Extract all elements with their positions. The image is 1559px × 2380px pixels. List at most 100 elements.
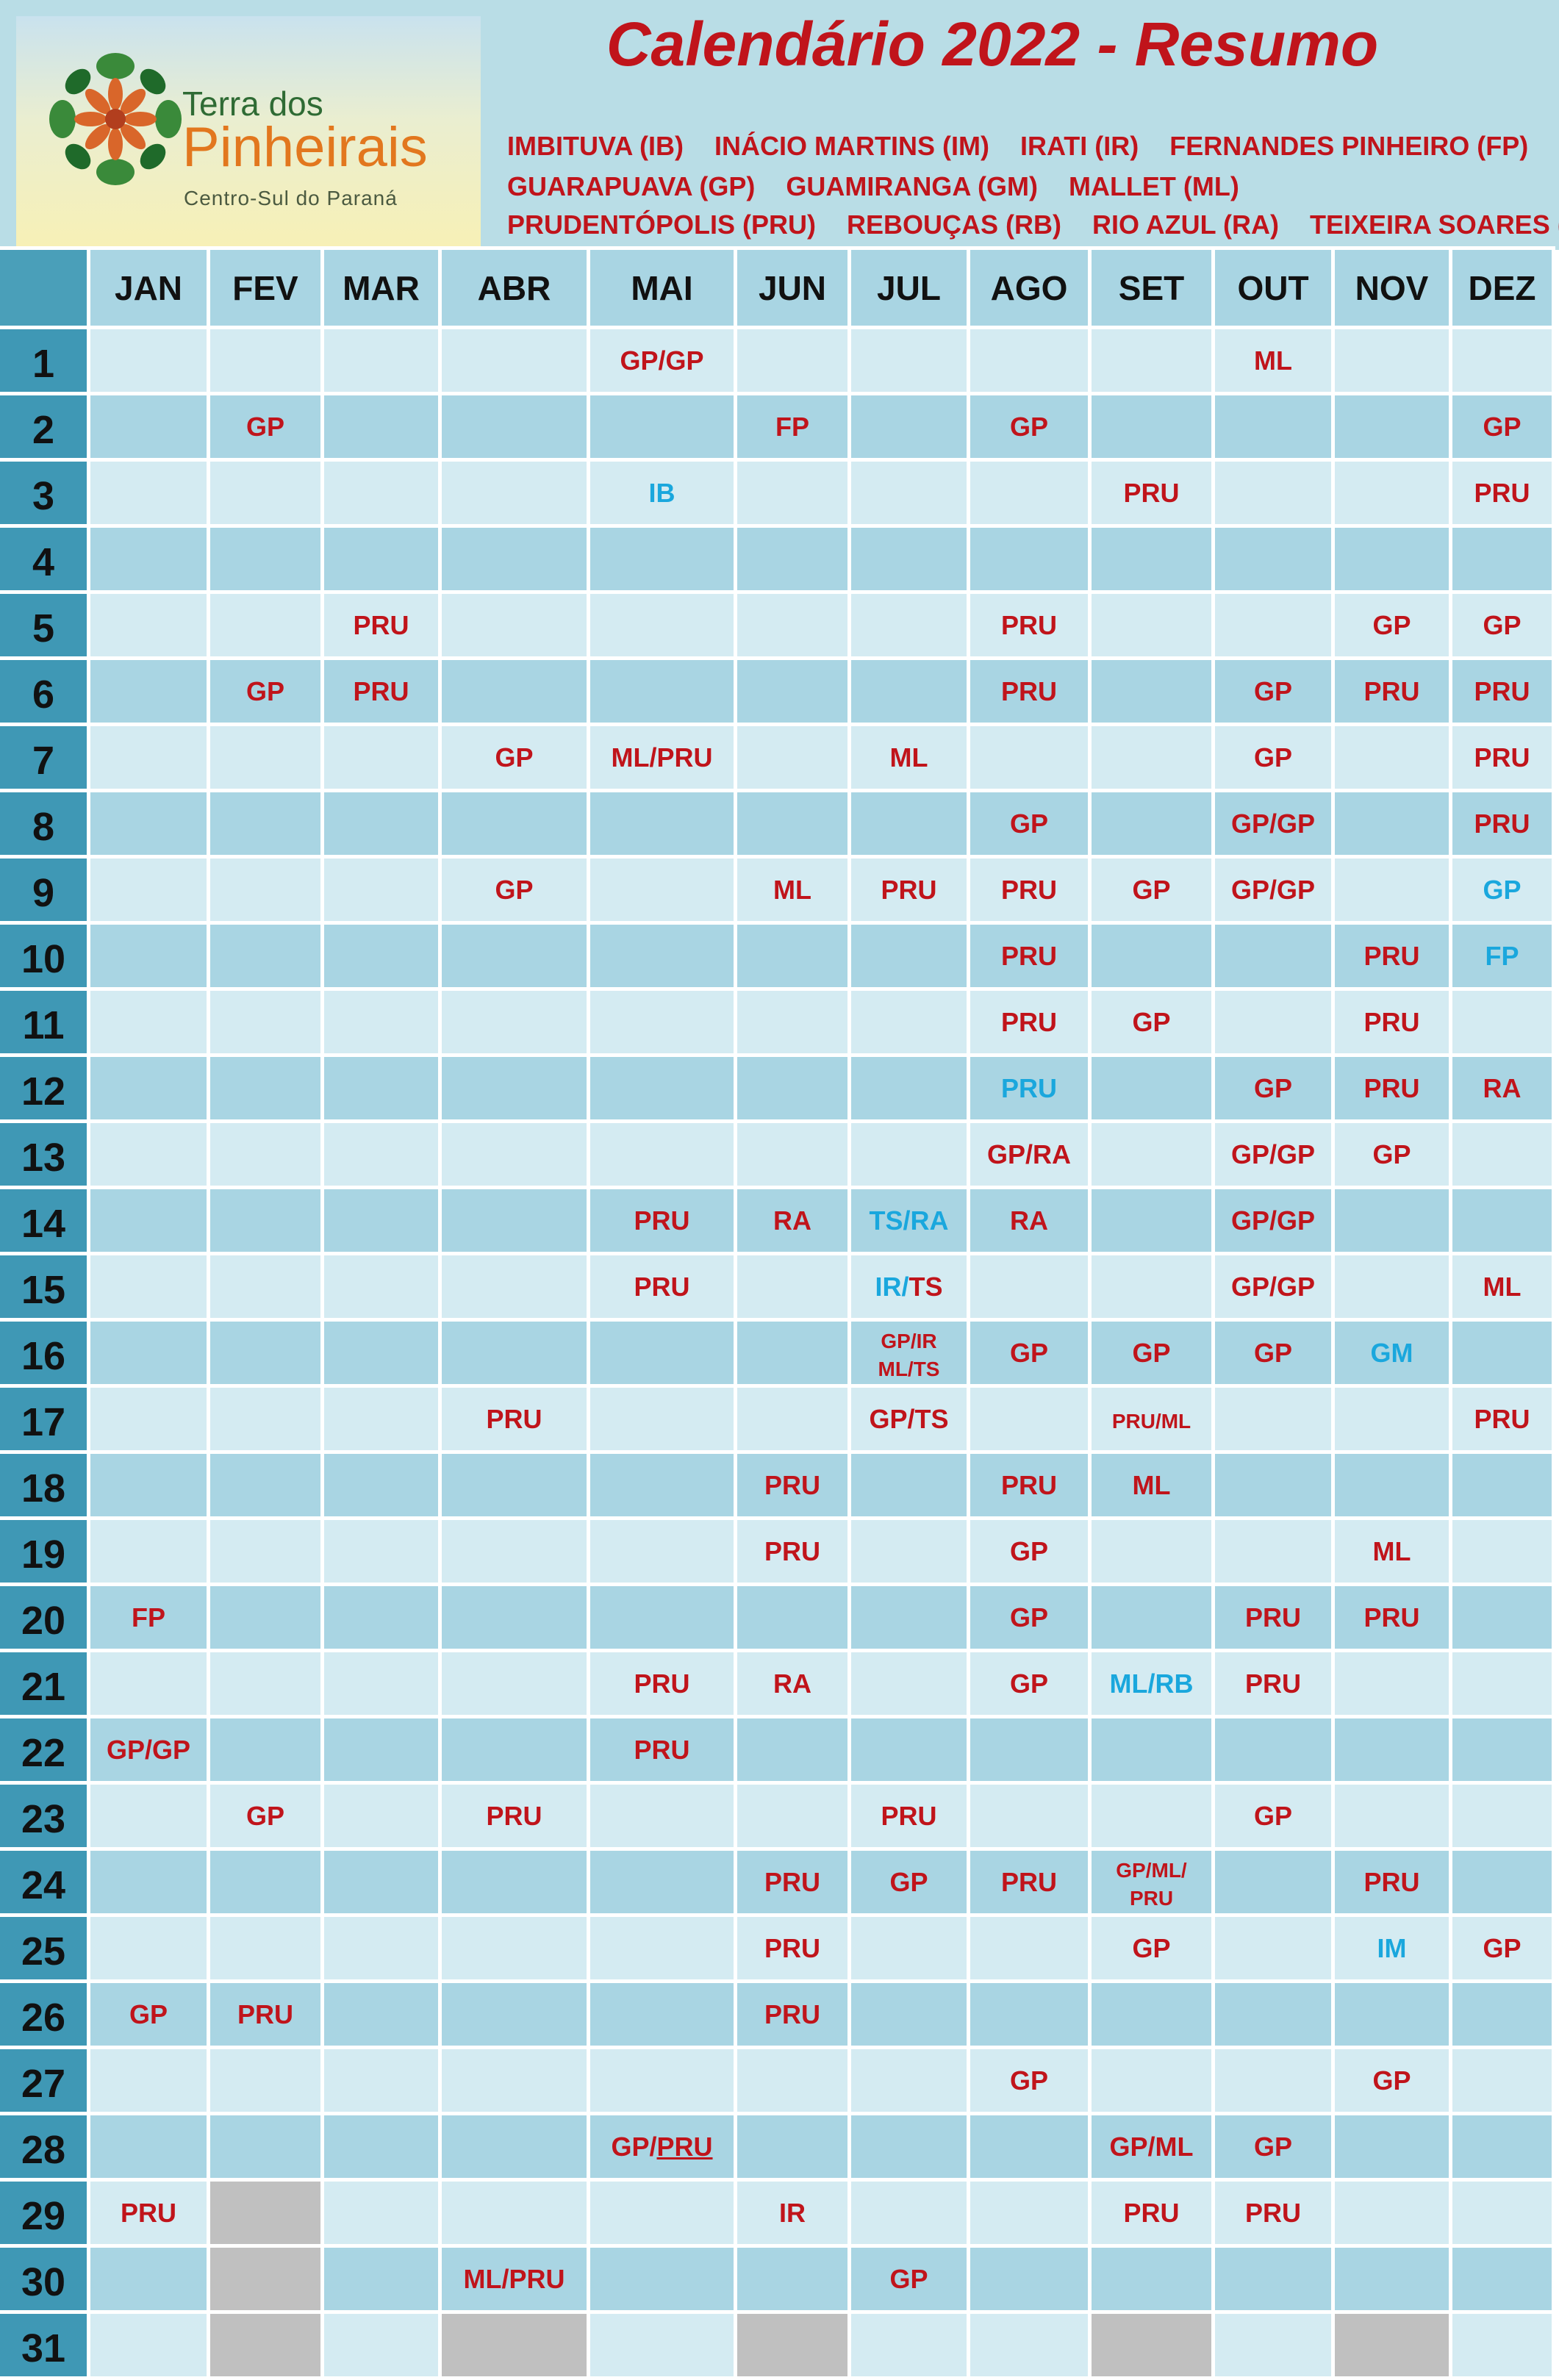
day-row: 5 PRU PRU GP GP xyxy=(0,594,1552,656)
event-cell: PRU xyxy=(1335,925,1449,987)
event-cell: IR/TS xyxy=(851,1255,967,1318)
event-code: GP xyxy=(246,1800,284,1831)
event-cell xyxy=(737,2115,847,2178)
event-cell xyxy=(324,2115,438,2178)
event-code: GP xyxy=(129,1999,168,2029)
day-row: 11 PRU GP PRU xyxy=(0,991,1552,1053)
event-code: PRU xyxy=(1000,1006,1057,1037)
day-row: 2 GP FP GP GP xyxy=(0,395,1552,458)
event-cell xyxy=(590,1785,734,1847)
event-code: FP xyxy=(1485,940,1519,971)
unavailable-day-cell xyxy=(210,2248,320,2310)
event-code: PRU xyxy=(1123,477,1180,508)
day-row: 18 PRU PRU ML xyxy=(0,1454,1552,1516)
event-cell: GP xyxy=(1215,2115,1331,2178)
legend-item: GUAMIRANGA (GM) xyxy=(786,171,1038,201)
event-cell xyxy=(1335,1189,1449,1252)
event-cell xyxy=(1452,2182,1552,2244)
event-cell xyxy=(210,1388,320,1450)
event-cell: GP xyxy=(1335,594,1449,656)
day-row: 22 GP/GP PRU xyxy=(0,1718,1552,1781)
event-cell xyxy=(324,792,438,855)
event-cell xyxy=(1092,1586,1211,1649)
event-code: PRU xyxy=(1244,2197,1301,2228)
event-cell xyxy=(1335,726,1449,789)
event-cell xyxy=(737,726,847,789)
event-cell xyxy=(324,528,438,590)
event-cell xyxy=(851,594,967,656)
event-cell xyxy=(210,1322,320,1384)
event-code: PRU xyxy=(1474,675,1530,706)
event-cell xyxy=(590,1520,734,1583)
event-code: PRU xyxy=(1363,1602,1420,1632)
event-code: PRU xyxy=(881,1800,937,1831)
event-cell xyxy=(324,1851,438,1913)
event-cell xyxy=(1335,859,1449,921)
event-cell xyxy=(1452,2248,1552,2310)
event-cell xyxy=(90,462,207,524)
event-cell xyxy=(851,1983,967,2046)
event-cell: ML xyxy=(1215,329,1331,392)
event-code: PRU xyxy=(634,1734,690,1765)
event-cell xyxy=(851,1586,967,1649)
event-cell xyxy=(1335,1255,1449,1318)
event-cell: GP/PRU xyxy=(590,2115,734,2178)
event-cell xyxy=(851,329,967,392)
event-cell xyxy=(1335,2182,1449,2244)
event-cell: PRU xyxy=(1335,991,1449,1053)
event-cell: GP xyxy=(970,395,1088,458)
event-cell xyxy=(324,1189,438,1252)
event-cell: RA xyxy=(970,1189,1088,1252)
event-cell xyxy=(737,925,847,987)
event-cell xyxy=(442,2182,587,2244)
event-cell: GP xyxy=(970,2049,1088,2112)
event-cell: PRU xyxy=(210,1983,320,2046)
event-cell: ML/PRU xyxy=(442,2248,587,2310)
event-code: GP xyxy=(1253,742,1292,773)
event-cell xyxy=(210,991,320,1053)
event-cell: GP/GP xyxy=(90,1718,207,1781)
event-code: GP xyxy=(1132,1932,1171,1963)
event-code: GP xyxy=(1009,808,1048,839)
event-cell xyxy=(442,1123,587,1186)
event-cell: GP/GP xyxy=(1215,792,1331,855)
event-code: PRU xyxy=(656,2131,713,2162)
event-cell: GP xyxy=(1092,1322,1211,1384)
event-cell xyxy=(210,1718,320,1781)
day-number: 17 xyxy=(0,1388,87,1450)
month-header: JUN xyxy=(737,250,847,326)
event-cell xyxy=(970,462,1088,524)
event-cell xyxy=(90,1123,207,1186)
event-cell xyxy=(442,1652,587,1715)
event-code: PRU xyxy=(634,1271,690,1302)
event-code: GP xyxy=(1253,2131,1292,2162)
event-cell xyxy=(851,991,967,1053)
event-cell xyxy=(324,1322,438,1384)
event-cell xyxy=(1215,1718,1331,1781)
event-cell xyxy=(1092,792,1211,855)
event-cell: GP xyxy=(90,1983,207,2046)
event-code: PRU xyxy=(634,1205,690,1236)
event-cell xyxy=(737,1785,847,1847)
event-cell xyxy=(90,991,207,1053)
event-cell xyxy=(1092,1123,1211,1186)
event-cell: PRU xyxy=(851,1785,967,1847)
legend-item: RIO AZUL (RA) xyxy=(1092,209,1279,240)
event-cell xyxy=(90,1652,207,1715)
event-cell xyxy=(90,1057,207,1119)
event-cell: IB xyxy=(590,462,734,524)
event-cell xyxy=(442,1189,587,1252)
event-code: PRU xyxy=(237,1999,293,2029)
event-code: GP xyxy=(1372,2065,1411,2096)
event-cell xyxy=(737,991,847,1053)
event-code: GP/GP xyxy=(1230,1271,1316,1302)
event-cell: PRU xyxy=(324,594,438,656)
event-cell: PRU xyxy=(590,1718,734,1781)
day-number: 25 xyxy=(0,1917,87,1979)
event-cell xyxy=(970,2182,1088,2244)
event-cell: PRU xyxy=(1215,1586,1331,1649)
event-cell xyxy=(737,1057,847,1119)
event-cell xyxy=(590,2049,734,2112)
event-cell xyxy=(851,2182,967,2244)
event-cell: PRU xyxy=(851,859,967,921)
